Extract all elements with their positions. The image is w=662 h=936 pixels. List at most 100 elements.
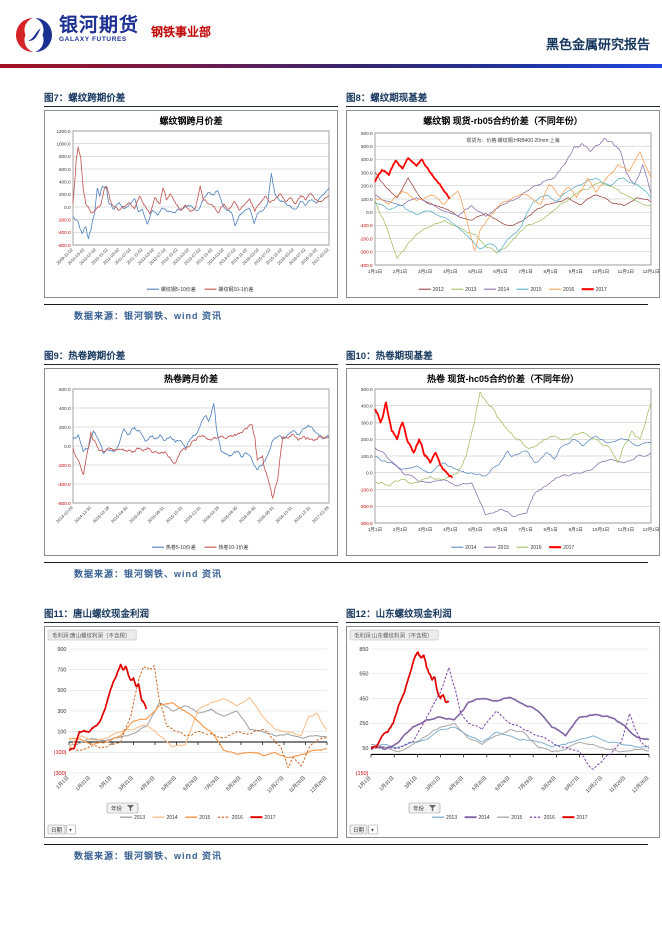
y-tick-label: 300: [57, 709, 66, 715]
x-tick-label: 8月28日: [541, 775, 558, 792]
x-tick-label: 6月1日: [493, 527, 507, 533]
figure-caption: 图7：螺纹跨期价差: [44, 90, 338, 107]
figure-10-plot: 热卷 现货-hc05合约价差（不同年份） 500.0 400.0 300.0 200.0…: [359, 373, 659, 551]
x-tick-label: 12月26日: [309, 775, 328, 794]
y-tick-label: 200.0: [361, 437, 373, 442]
x-tick-label: 3月1日: [404, 775, 419, 790]
x-tick-label: 3月1日: [418, 269, 432, 275]
series-line-2013: [374, 181, 651, 259]
date-filter-button[interactable]: 日期 ▼: [349, 824, 378, 835]
y-tick-label: 0.0: [64, 205, 71, 210]
x-tick-label: 9月1日: [569, 527, 583, 533]
header-divider: [0, 64, 662, 68]
y-tick-label: -100.0: [359, 223, 372, 228]
chart-box-7: 螺纹钢跨月价差 1200.0 1000.0 800.0 600.0 400.0 200.0 0…: [44, 110, 338, 298]
series-line-2017: [374, 157, 451, 200]
y-tick-label: 1200.0: [56, 129, 70, 134]
series-line-2014: [68, 697, 328, 748]
x-tick-label: 11月1日: [618, 527, 635, 533]
year-filter-button[interactable]: 年份: [106, 802, 139, 814]
y-tick-label: 500: [57, 688, 66, 694]
legend-entry: 2014: [465, 545, 476, 551]
x-tick-label: 2016-02-29: [201, 505, 220, 524]
y-tick-label: -100.0: [359, 487, 372, 492]
x-tick-label: 9月27日: [564, 775, 581, 792]
figure-caption: 图11：唐山螺纹现金利润: [44, 606, 338, 623]
svg-text:年份: 年份: [111, 804, 123, 812]
x-tick-label: 2015-04-30: [110, 505, 129, 524]
y-tick-label: (100): [54, 750, 67, 756]
series-line-2016: [69, 665, 328, 769]
legend-entry: 热卷10-1价差: [219, 544, 249, 551]
x-tick-label: 4月1日: [443, 527, 457, 533]
series-line-2017: [374, 401, 454, 479]
chart-box-12: 毛利润:山东螺纹利润（不含税） 850 650 450 250 50 (150) 1月1日 1月…: [346, 626, 660, 838]
y-tick-label: 100: [57, 729, 66, 735]
figure-cell: 图11：唐山螺纹现金利润 毛利润:唐山螺纹利润（不含税） 900 700 500 300 1…: [44, 606, 338, 838]
data-source-note: 数据来源：银河钢铁、wind 资讯: [44, 304, 648, 322]
y-tick-label: 400.0: [59, 406, 71, 411]
x-tick-label: 2016-12-31: [293, 505, 312, 524]
series-line-2012: [374, 172, 652, 226]
y-tick-label: 100.0: [361, 454, 373, 459]
y-tick-label: 200.0: [59, 192, 71, 197]
x-tick-label: 5月30日: [161, 775, 178, 792]
figure-cell: 图7：螺纹跨期价差 螺纹钢跨月价差 1200.0 1000.0 800.0 600.0 40…: [44, 90, 338, 298]
x-tick-label: 4月30日: [448, 775, 465, 792]
y-tick-label: 300.0: [361, 420, 373, 425]
y-tick-label: -200.0: [359, 504, 372, 509]
series-line-2013: [370, 726, 650, 749]
figure-caption: 图12：山东螺纹现金利润: [346, 606, 660, 623]
chart-box-9: 热卷跨月价差 600.0 400.0 200.0 0.0 -200.0 -400.0 -600…: [44, 368, 338, 556]
legend-entry: 2015: [531, 287, 542, 293]
legend: 2013 2014 2015 2016 2017: [120, 815, 276, 821]
series-line-螺纹钢10-1价差: [72, 146, 330, 215]
series-line-2016: [370, 667, 650, 770]
y-tick-label: -300.0: [359, 521, 372, 526]
x-tick-label: 3月31日: [425, 775, 442, 792]
figure-8-plot: 螺纹钢 现货-rb05合约价差（不同年份） 现货为：价格:螺纹钢:HRB400 2…: [359, 115, 659, 293]
y-tick-label: 450: [359, 696, 368, 702]
figure-cell: 图10：热卷期现基差 热卷 现货-hc05合约价差（不同年份） 500.0 400.0…: [346, 348, 660, 556]
legend: 热卷5-10价差 热卷10-1价差: [151, 544, 249, 551]
brand-name-en: GALAXY FUTURES: [59, 36, 127, 43]
y-tick-label: 400.0: [361, 157, 373, 162]
legend: 2012 2013 2014 2015 2016 2017: [418, 287, 607, 293]
x-tick-label: 2015-02-28: [92, 505, 111, 524]
y-tick-label: 900: [57, 647, 66, 653]
y-tick-label: -300.0: [359, 250, 372, 255]
x-tick-label: 11月26日: [288, 775, 307, 794]
x-tick-label: 10月27日: [585, 775, 604, 794]
x-tick-label: 7月1日: [518, 269, 532, 275]
figure-cell: 图9：热卷跨期价差热卷跨月价差 600.0 400.0 200.0 0.0 -200.0 -…: [44, 348, 338, 556]
x-tick-label: 1月1日: [55, 775, 70, 790]
brand-text: 银河期货 GALAXY FUTURES: [59, 16, 139, 44]
legend-entry: 2016: [563, 287, 574, 293]
legend-entry: 2015: [511, 815, 522, 821]
series-line-2014: [374, 137, 652, 217]
x-tick-label: 5月1日: [468, 269, 482, 275]
figure-caption: 图9：热卷跨期价差: [44, 348, 338, 365]
y-tick-label: 400.0: [59, 179, 71, 184]
year-filter-button[interactable]: 年份: [408, 802, 441, 814]
y-tick-label: (150): [356, 771, 369, 777]
series-line-2016: [374, 151, 652, 251]
y-tick-label: -200.0: [57, 463, 70, 468]
dropdown-arrow-icon: ▼: [68, 828, 72, 833]
figure-block: 图7：螺纹跨期价差 螺纹钢跨月价差 1200.0 1000.0 800.0 600.0 40…: [44, 90, 660, 322]
chart-title: 热卷跨月价差: [164, 373, 218, 384]
legend-entry: 2017: [563, 545, 574, 551]
date-filter-button[interactable]: 日期 ▼: [47, 824, 76, 835]
figure-block: 图9：热卷跨期价差热卷跨月价差 600.0 400.0 200.0 0.0 -200.0 -…: [44, 348, 660, 580]
x-tick-label: 2016-06-30: [238, 505, 257, 524]
legend: 2014 2015 2016 2017: [451, 545, 574, 551]
y-tick-label: -600.0: [57, 501, 70, 506]
x-tick-label: 10月1日: [592, 269, 609, 275]
x-tick-label: 12月1日: [643, 269, 659, 275]
x-tick-label: 2017-02-28: [311, 505, 330, 524]
figure-9-plot: 热卷跨月价差 600.0 400.0 200.0 0.0 -200.0 -400.0 -600…: [55, 373, 330, 551]
y-tick-label: 50: [362, 746, 368, 752]
x-tick-label: 12月26日: [631, 775, 650, 794]
pivot-field-label: 毛利润:唐山螺纹利润（不含税）: [47, 629, 137, 641]
x-tick-label: 10月1日: [592, 527, 609, 533]
